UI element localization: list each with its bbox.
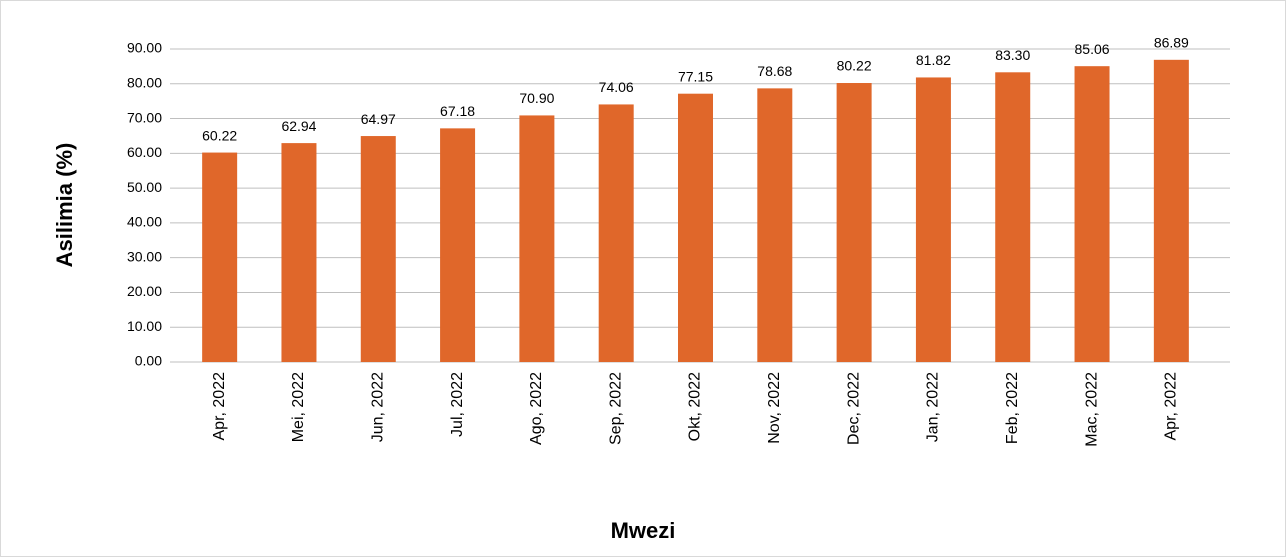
x-tick-label: Mac, 2022 xyxy=(1083,372,1100,447)
data-label: 62.94 xyxy=(281,118,316,134)
y-tick-label: 0.00 xyxy=(135,353,162,369)
bar xyxy=(757,88,793,363)
data-label: 80.22 xyxy=(837,58,872,74)
bar xyxy=(519,115,555,362)
y-tick-label: 60.00 xyxy=(127,144,162,160)
x-tick-label: Sep, 2022 xyxy=(607,372,624,445)
x-tick-label: Apr, 2022 xyxy=(1163,372,1180,441)
data-label: 77.15 xyxy=(678,68,713,84)
x-tick-label: Jun, 2022 xyxy=(369,372,386,442)
bar xyxy=(1153,59,1189,362)
x-tick-label: Dec, 2022 xyxy=(845,372,862,445)
bar xyxy=(598,104,634,362)
x-tick-label: Apr, 2022 xyxy=(211,372,228,441)
bar xyxy=(678,93,713,362)
y-tick-label: 90.00 xyxy=(127,40,162,56)
y-tick-label: 40.00 xyxy=(127,214,162,230)
bar xyxy=(915,77,951,363)
bar xyxy=(1074,66,1110,362)
bar xyxy=(281,143,317,362)
data-label: 70.90 xyxy=(519,90,554,106)
data-label: 67.18 xyxy=(440,103,475,119)
data-label: 60.22 xyxy=(202,127,237,143)
y-axis-title: Asilimia (%) xyxy=(52,143,77,268)
bar xyxy=(836,83,872,362)
data-label: 74.06 xyxy=(599,79,634,95)
data-label: 83.30 xyxy=(995,47,1030,63)
y-tick-label: 50.00 xyxy=(127,179,162,195)
y-tick-label: 80.00 xyxy=(127,74,162,90)
x-tick-label: Okt, 2022 xyxy=(687,372,704,441)
x-tick-label: Jan, 2022 xyxy=(925,372,942,442)
data-label: 81.82 xyxy=(916,52,951,68)
y-tick-label: 30.00 xyxy=(127,248,162,264)
bar xyxy=(995,72,1031,362)
data-label: 78.68 xyxy=(757,63,792,79)
y-tick-label: 10.00 xyxy=(127,318,162,334)
data-label: 86.89 xyxy=(1154,35,1189,51)
data-label: 64.97 xyxy=(361,111,396,127)
x-tick-label: Feb, 2022 xyxy=(1004,372,1021,444)
y-tick-label: 70.00 xyxy=(127,109,162,125)
x-tick-label: Nov, 2022 xyxy=(766,372,783,444)
x-tick-label: Mei, 2022 xyxy=(290,372,307,442)
x-axis-title: Mwezi xyxy=(611,518,676,543)
bar xyxy=(360,136,396,362)
y-tick-label: 20.00 xyxy=(127,283,162,299)
data-label: 85.06 xyxy=(1075,41,1110,57)
bar xyxy=(202,152,238,362)
bar xyxy=(440,128,476,362)
x-tick-label: Ago, 2022 xyxy=(528,372,545,445)
x-tick-label: Jul, 2022 xyxy=(449,372,466,437)
